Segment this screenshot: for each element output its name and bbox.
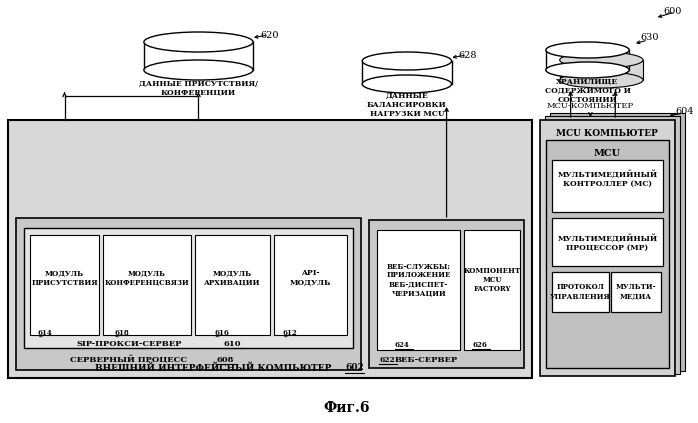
- Text: 610: 610: [223, 340, 241, 348]
- Text: 620: 620: [260, 30, 279, 39]
- Ellipse shape: [144, 32, 253, 52]
- Text: 626: 626: [473, 341, 487, 349]
- Bar: [551, 218, 663, 266]
- Text: 618: 618: [114, 329, 129, 337]
- Ellipse shape: [560, 52, 643, 68]
- Text: ДАННЫЕ: ДАННЫЕ: [385, 92, 429, 100]
- Bar: [103, 235, 191, 335]
- Text: НАГРУЗКИ MCU: НАГРУЗКИ MCU: [370, 110, 444, 118]
- Bar: [30, 235, 99, 335]
- Text: ВЕБ-СЛУЖБЫ;
ПРИЛОЖЕНИЕ
ВЕБ-ДИСПЕТ-
ЧЕРИЗАЦИИ: ВЕБ-СЛУЖБЫ; ПРИЛОЖЕНИЕ ВЕБ-ДИСПЕТ- ЧЕРИЗ…: [387, 262, 451, 298]
- Text: MCU КОМПЬЮТЕР: MCU КОМПЬЮТЕР: [556, 129, 658, 137]
- Bar: [560, 60, 643, 80]
- Text: ХРАНИЛИЩЕ: ХРАНИЛИЩЕ: [556, 78, 618, 86]
- Text: ДАННЫЕ ПРИСУТСТВИЯ/: ДАННЫЕ ПРИСУТСТВИЯ/: [139, 80, 258, 88]
- Bar: [611, 272, 661, 312]
- Bar: [546, 50, 629, 70]
- Bar: [551, 272, 609, 312]
- Text: КОМПОНЕНТ
MCU
FACTORY: КОМПОНЕНТ MCU FACTORY: [463, 267, 521, 293]
- Bar: [369, 220, 524, 368]
- Bar: [464, 230, 520, 350]
- Bar: [144, 42, 253, 70]
- Text: МОДУЛЬ
ПРИСУТСТВИЯ: МОДУЛЬ ПРИСУТСТВИЯ: [31, 269, 98, 287]
- Bar: [550, 113, 685, 371]
- Bar: [274, 235, 348, 335]
- Text: API-
МОДУЛЬ: API- МОДУЛЬ: [290, 269, 332, 287]
- Text: КОНФЕРЕНЦИИ: КОНФЕРЕНЦИИ: [161, 89, 236, 97]
- Text: 628: 628: [459, 50, 477, 60]
- Ellipse shape: [546, 42, 629, 58]
- Text: SIP-ПРОКСИ-СЕРВЕР: SIP-ПРОКСИ-СЕРВЕР: [76, 340, 181, 348]
- Text: ВНЕШНИЙ ИНТЕРФЕЙСНЫЙ КОМПЬЮТЕР: ВНЕШНИЙ ИНТЕРФЕЙСНЫЙ КОМПЬЮТЕР: [95, 363, 332, 373]
- Text: МУЛЬТИМЕДИЙНЫЙ
ПРОЦЕССОР (МР): МУЛЬТИМЕДИЙНЫЙ ПРОЦЕССОР (МР): [557, 234, 658, 252]
- Text: СЕРВЕРНЫЙ ПРОЦЕСС: СЕРВЕРНЫЙ ПРОЦЕСС: [70, 356, 188, 364]
- Text: MCU‑КОМПЬЮТЕР: MCU‑КОМПЬЮТЕР: [547, 102, 634, 110]
- Text: ВЕБ-СЕРВЕР: ВЕБ-СЕРВЕР: [395, 356, 459, 364]
- Bar: [540, 120, 675, 376]
- Text: MCU: MCU: [594, 148, 621, 157]
- Text: 614: 614: [38, 329, 52, 337]
- Ellipse shape: [362, 75, 452, 93]
- Bar: [195, 235, 270, 335]
- Bar: [24, 228, 353, 348]
- Ellipse shape: [144, 60, 253, 80]
- Text: 630: 630: [640, 33, 659, 42]
- Text: 624: 624: [395, 341, 410, 349]
- Ellipse shape: [560, 72, 643, 88]
- Bar: [16, 218, 362, 370]
- Text: 616: 616: [214, 329, 229, 337]
- Bar: [377, 230, 461, 350]
- Bar: [362, 61, 452, 84]
- Bar: [545, 116, 680, 374]
- Bar: [8, 120, 532, 378]
- Bar: [551, 160, 663, 212]
- Text: МОДУЛЬ
КОНФЕРЕНЦСВЯЗИ: МОДУЛЬ КОНФЕРЕНЦСВЯЗИ: [105, 269, 189, 287]
- Text: 602: 602: [346, 363, 364, 373]
- Ellipse shape: [546, 62, 629, 78]
- Text: ПРОТОКОЛ
УПРАВЛЕНИЯ: ПРОТОКОЛ УПРАВЛЕНИЯ: [550, 283, 611, 301]
- Text: МУЛЬТИ-
МЕДИА: МУЛЬТИ- МЕДИА: [616, 283, 656, 301]
- Text: 622: 622: [379, 356, 395, 364]
- Bar: [546, 140, 669, 368]
- Text: СОДЕРЖИМОГО И: СОДЕРЖИМОГО И: [544, 87, 630, 95]
- Text: 600: 600: [663, 8, 681, 16]
- Text: МОДУЛЬ
АРХИВАЦИИ: МОДУЛЬ АРХИВАЦИИ: [204, 269, 260, 287]
- Text: МУЛЬТИМЕДИЙНЫЙ
КОНТРОЛЛЕР (МС): МУЛЬТИМЕДИЙНЫЙ КОНТРОЛЛЕР (МС): [557, 170, 658, 188]
- Text: 612: 612: [283, 329, 297, 337]
- Text: СОСТОЯНИЙ: СОСТОЯНИЙ: [558, 96, 618, 104]
- Text: 608: 608: [216, 356, 234, 364]
- Text: Фиг.6: Фиг.6: [323, 401, 369, 415]
- Text: БАЛАНСИРОВКИ: БАЛАНСИРОВКИ: [367, 101, 447, 109]
- Text: 604: 604: [676, 107, 695, 116]
- Ellipse shape: [362, 52, 452, 70]
